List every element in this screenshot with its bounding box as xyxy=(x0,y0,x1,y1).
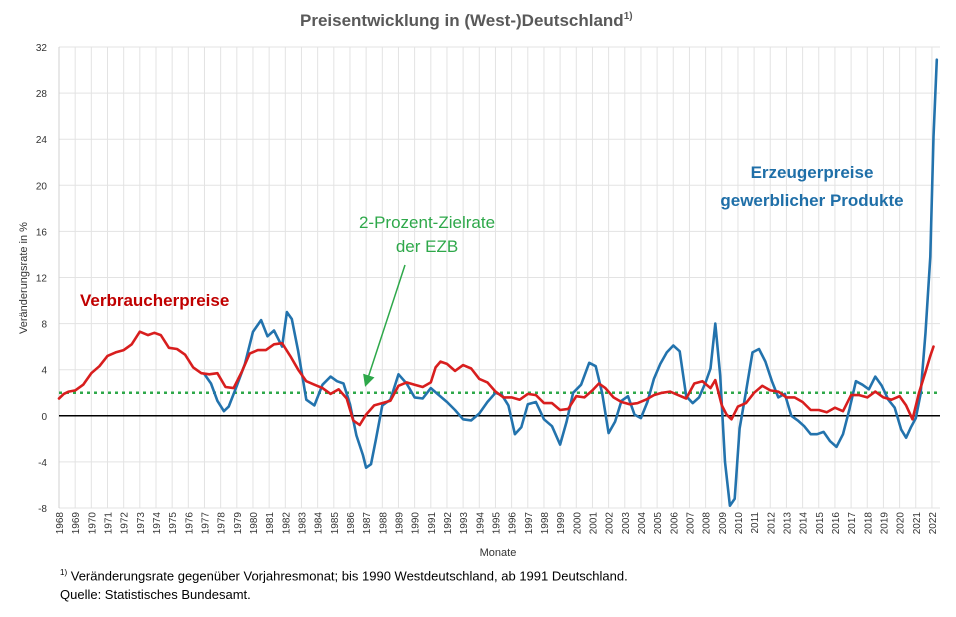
series-line-erzeugerpreise xyxy=(203,58,939,508)
x-tick-label: 1973 xyxy=(136,512,147,535)
y-axis-ticks: -8 -4 0 4 8 12 16 20 24 28 32 xyxy=(36,43,48,515)
x-tick-label: 2011 xyxy=(750,512,761,534)
y-tick-label: -4 xyxy=(38,458,47,469)
x-tick-label: 2012 xyxy=(766,512,777,535)
x-tick-label: 1976 xyxy=(184,512,195,535)
x-tick-label: 2022 xyxy=(928,512,939,535)
x-tick-label: 1993 xyxy=(459,512,470,535)
y-tick-label: 24 xyxy=(36,135,48,146)
x-tick-label: 1984 xyxy=(314,512,325,535)
x-tick-label: 1998 xyxy=(540,512,551,535)
x-tick-label: 2002 xyxy=(605,512,616,535)
x-tick-label: 1974 xyxy=(152,512,163,535)
y-tick-label: 4 xyxy=(41,366,47,377)
x-tick-label: 2004 xyxy=(637,512,648,535)
x-tick-label: 1981 xyxy=(265,512,276,535)
y-tick-label: 32 xyxy=(36,43,48,54)
x-tick-label: 1978 xyxy=(217,512,228,535)
x-tick-label: 1996 xyxy=(508,512,519,535)
footnote-text: Veränderungsrate gegenüber Vorjahresmona… xyxy=(70,568,628,584)
y-tick-label: 16 xyxy=(36,227,48,238)
line-chart: Preisentwicklung in (West-)Deutschland1)… xyxy=(18,11,940,559)
y-axis-label: Veränderungsrate in % xyxy=(18,222,30,334)
x-tick-label: 1990 xyxy=(411,512,422,535)
y-tick-label: 8 xyxy=(41,320,47,331)
annotation-erzeugerpreise-line2: gewerblicher Produkte xyxy=(720,191,903,210)
x-tick-label: 1972 xyxy=(120,512,131,535)
footnote-line1: 1) Veränderungsrate gegenüber Vorjahresm… xyxy=(60,568,628,583)
x-tick-label: 2020 xyxy=(896,512,907,535)
x-tick-label: 1971 xyxy=(103,512,114,535)
y-tick-label: -8 xyxy=(38,504,47,515)
x-tick-label: 2019 xyxy=(879,512,890,535)
x-tick-label: 2017 xyxy=(847,512,858,535)
x-tick-label: 1987 xyxy=(362,512,373,535)
series-group xyxy=(57,58,939,508)
x-tick-label: 1980 xyxy=(249,512,260,535)
series-line-verbraucherpreise xyxy=(57,330,935,427)
x-tick-label: 1986 xyxy=(346,512,357,535)
y-tick-label: 0 xyxy=(41,412,47,423)
x-tick-label: 1985 xyxy=(330,512,341,535)
chart-title: Preisentwicklung in (West-)Deutschland1) xyxy=(300,11,633,30)
x-tick-label: 2000 xyxy=(572,512,583,535)
x-tick-label: 1992 xyxy=(443,512,454,535)
x-tick-label: 1995 xyxy=(491,512,502,535)
x-tick-label: 1975 xyxy=(168,512,179,535)
y-tick-label: 20 xyxy=(36,181,48,192)
x-tick-label: 1988 xyxy=(378,512,389,535)
x-tick-label: 2018 xyxy=(863,512,874,535)
x-tick-label: 2009 xyxy=(718,512,729,535)
annotation-zielrate-line2: der EZB xyxy=(396,237,458,256)
chart-title-sup: 1) xyxy=(624,11,633,22)
grid-lines xyxy=(58,46,940,509)
x-tick-label: 1999 xyxy=(556,512,567,535)
x-tick-label: 2001 xyxy=(588,512,599,535)
annotation-erzeugerpreise-line1: Erzeugerpreise xyxy=(751,163,874,182)
annotation-verbraucherpreise: Verbraucherpreise xyxy=(80,291,229,310)
x-tick-label: 2014 xyxy=(799,512,810,535)
x-tick-label: 2010 xyxy=(734,512,745,535)
chart-title-text: Preisentwicklung in (West-)Deutschland xyxy=(300,11,624,30)
x-tick-label: 2015 xyxy=(815,512,826,535)
x-tick-label: 1969 xyxy=(71,512,82,535)
x-tick-label: 1997 xyxy=(524,512,535,535)
x-tick-label: 2007 xyxy=(685,512,696,535)
x-tick-label: 1991 xyxy=(427,512,438,535)
x-tick-label: 1970 xyxy=(87,512,98,535)
x-tick-label: 1989 xyxy=(394,512,405,535)
annotation-zielrate-line1: 2-Prozent-Zielrate xyxy=(359,213,495,232)
footnote-source: Quelle: Statistisches Bundesamt. xyxy=(60,587,251,602)
y-tick-label: 12 xyxy=(36,274,48,285)
x-tick-label: 2021 xyxy=(912,512,923,535)
x-tick-label: 2005 xyxy=(653,512,664,535)
x-tick-label: 1968 xyxy=(55,512,66,535)
x-tick-label: 1983 xyxy=(297,512,308,535)
annotation-arrow xyxy=(363,264,406,387)
x-tick-label: 2008 xyxy=(702,512,713,535)
x-tick-label: 1977 xyxy=(200,512,211,535)
x-tick-label: 2016 xyxy=(831,512,842,535)
y-tick-label: 28 xyxy=(36,89,48,100)
x-axis-ticks: 1968 1969 1970 1971 1972 1973 1974 1975 1976 1977… xyxy=(55,512,939,535)
x-tick-label: 2006 xyxy=(669,512,680,535)
x-tick-label: 2013 xyxy=(782,512,793,535)
x-tick-label: 1994 xyxy=(475,512,486,535)
x-axis-label: Monate xyxy=(480,547,517,559)
footnote-sup: 1) xyxy=(60,568,68,577)
x-tick-label: 1979 xyxy=(233,512,244,535)
x-tick-label: 1982 xyxy=(281,512,292,535)
x-tick-label: 2003 xyxy=(621,512,632,535)
